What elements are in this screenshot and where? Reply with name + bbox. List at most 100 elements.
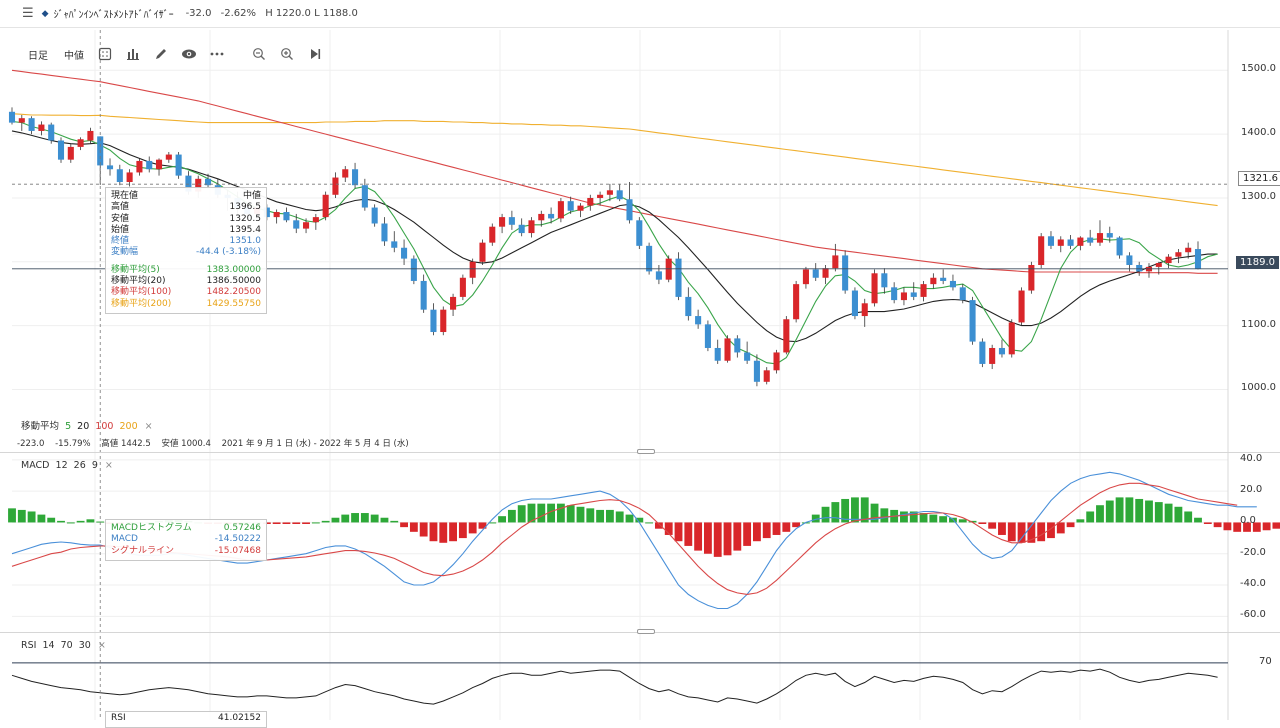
tooltip-ma20-value: 1386.50000 bbox=[206, 276, 261, 287]
rsi-legend-close-icon[interactable]: × bbox=[97, 640, 106, 651]
macd-hist-bar bbox=[851, 497, 859, 523]
candle-body bbox=[146, 160, 153, 170]
macd-hist-bar bbox=[753, 522, 761, 542]
macd-hist-bar bbox=[27, 511, 36, 523]
candle-body bbox=[822, 268, 829, 278]
macd-legend-close-icon[interactable]: × bbox=[104, 460, 113, 471]
stock-name: ｼﾞｬﾊﾟﾝｲﾝﾍﾞｽﾄﾒﾝﾄｱﾄﾞﾊﾞｲｻﾞｰ bbox=[53, 10, 174, 21]
macd-hist-bar bbox=[870, 503, 879, 523]
tooltip-ma200-value: 1429.55750 bbox=[206, 298, 261, 309]
candle-body bbox=[1155, 263, 1162, 267]
macd-hist-bar bbox=[1233, 522, 1242, 532]
macd-hist-bar bbox=[762, 522, 771, 539]
eye-icon[interactable] bbox=[178, 45, 200, 63]
candle-body bbox=[606, 190, 613, 195]
macd-hist-bar bbox=[566, 505, 575, 523]
macd-axis-label: 0.0 bbox=[1240, 515, 1256, 527]
macd-hist-bar bbox=[929, 514, 938, 523]
price-change: -32.0 -2.62% H 1220.0 L 1188.0 bbox=[186, 8, 364, 19]
candle-body bbox=[724, 338, 731, 361]
candle-body bbox=[891, 287, 898, 301]
macd-hist-bar bbox=[86, 519, 95, 523]
candle-body bbox=[842, 255, 849, 291]
candle-body bbox=[303, 222, 310, 229]
hamburger-icon[interactable]: ☰ bbox=[22, 6, 34, 21]
macd-p2: 26 bbox=[73, 460, 86, 471]
macd-hist-bar bbox=[370, 514, 379, 523]
macd-hist-bar bbox=[331, 517, 340, 523]
candle-body bbox=[1116, 237, 1123, 256]
macd-hist-bar bbox=[400, 522, 408, 528]
range-low: 安値 1000.4 bbox=[161, 439, 211, 449]
macd-hist-bar bbox=[488, 522, 497, 524]
candle-body bbox=[57, 140, 65, 160]
macd-hist-bar bbox=[723, 522, 732, 556]
macd-hist-bar bbox=[1047, 522, 1055, 539]
ma-legend-close-icon[interactable]: × bbox=[144, 421, 153, 432]
candle-body bbox=[655, 271, 662, 280]
macd-hist-bar bbox=[47, 517, 56, 523]
macd-hist-bar bbox=[1125, 497, 1134, 523]
candle-body bbox=[165, 154, 172, 160]
zoom-out-icon[interactable] bbox=[248, 45, 270, 63]
price-axis-label: 1300.0 bbox=[1241, 190, 1276, 202]
macd-tooltip: MACDヒストグラム 0.57246 MACD -14.50222 シグナルライン -… bbox=[105, 519, 267, 561]
macd-hist-bar bbox=[556, 503, 565, 523]
macd-hist-bar bbox=[1135, 498, 1144, 523]
ma200-label: 200 bbox=[119, 421, 138, 432]
candle-body bbox=[920, 284, 927, 297]
macd-hist-bar bbox=[1272, 522, 1280, 529]
macd-hist-bar bbox=[1154, 502, 1163, 523]
macd-hist-bar bbox=[311, 522, 320, 524]
macd-hist-bar bbox=[449, 522, 457, 542]
bar-chart-icon[interactable] bbox=[122, 45, 144, 63]
period-button[interactable]: 日足 bbox=[28, 50, 48, 62]
signal-line-value: -15.07468 bbox=[214, 545, 261, 556]
ma-legend: 移動平均 5 20 100 200 × bbox=[21, 418, 153, 432]
tag-icon: ◆ bbox=[41, 8, 49, 19]
candle-body bbox=[293, 220, 300, 229]
candle-body bbox=[1047, 236, 1055, 246]
macd-hist-bar bbox=[811, 514, 820, 523]
macd-hist-bar bbox=[615, 511, 624, 523]
candle-body bbox=[1126, 255, 1133, 265]
candle-body bbox=[969, 300, 976, 342]
tooltip-close-label: 終値 bbox=[111, 236, 130, 247]
resize-handle-rsi[interactable] bbox=[637, 629, 655, 634]
more-icon[interactable] bbox=[206, 45, 228, 63]
play-end-icon[interactable] bbox=[304, 45, 326, 63]
candle-body bbox=[753, 360, 760, 382]
calculator-icon[interactable] bbox=[94, 45, 116, 63]
candle-body bbox=[773, 352, 780, 371]
macd-hist-bar bbox=[37, 514, 46, 523]
macd-hist-bar bbox=[596, 509, 605, 523]
candle-body bbox=[87, 130, 94, 141]
tooltip-ma5-value: 1383.00000 bbox=[206, 264, 261, 275]
candle-body bbox=[410, 258, 417, 281]
candle-body bbox=[626, 199, 633, 221]
macd-hist-bar bbox=[782, 522, 791, 532]
pencil-icon[interactable] bbox=[150, 45, 172, 63]
rsi-p3: 30 bbox=[78, 640, 91, 651]
macd-hist-bar bbox=[586, 508, 595, 523]
candle-body bbox=[1194, 249, 1202, 269]
rsi-panel bbox=[11, 662, 1228, 705]
rsi-axis-label: 70 bbox=[1259, 655, 1272, 667]
macd-hist-bar bbox=[302, 522, 310, 524]
macd-hist-bar bbox=[841, 498, 850, 523]
candle-body bbox=[381, 223, 388, 242]
tooltip-change-label: 変動幅 bbox=[111, 247, 139, 258]
candle-body bbox=[979, 341, 986, 364]
macd-hist-value: 0.57246 bbox=[223, 523, 261, 533]
macd-hist-bar bbox=[1027, 522, 1036, 543]
resize-handle-macd[interactable] bbox=[637, 449, 655, 454]
price-tooltip: 現在値 中値 高値 1396.5 安値 1320.5 始値 1395.4 終値 1351.… bbox=[105, 187, 267, 314]
candle-body bbox=[1008, 322, 1015, 355]
candle-body bbox=[499, 217, 506, 227]
candle-body bbox=[861, 303, 868, 317]
candle-body bbox=[577, 205, 584, 211]
candle-body bbox=[273, 212, 280, 218]
price-type-button[interactable]: 中値 bbox=[64, 50, 84, 62]
zoom-in-icon[interactable] bbox=[276, 45, 298, 63]
